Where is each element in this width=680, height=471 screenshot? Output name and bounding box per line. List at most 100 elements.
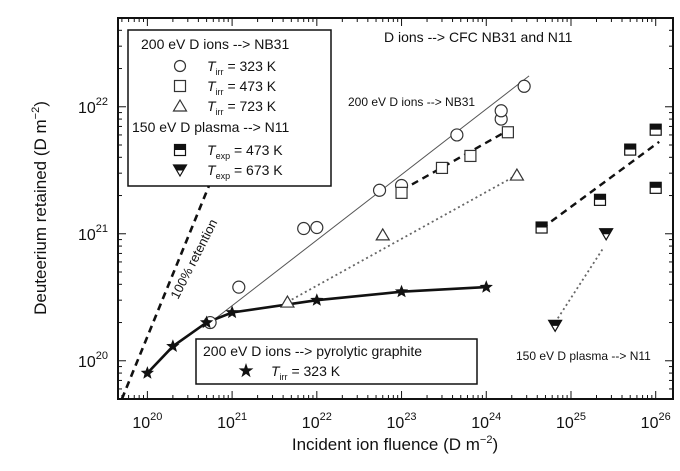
y-axis-label: Deuteerium retained (D m−2) xyxy=(30,101,50,315)
legend-bottom: 200 eV D ions --> pyrolytic graphite Tir… xyxy=(195,338,478,385)
y-tick-label-base: 10 xyxy=(78,354,96,371)
legend-marker-triangle xyxy=(172,98,188,112)
data-point-half-square xyxy=(593,193,607,206)
data-point-half-square xyxy=(649,181,662,194)
data-point-triangle-up xyxy=(375,227,391,241)
x-tick-label-base: 10 xyxy=(217,415,235,432)
legend-label-half-triangle: Texp = 673 K xyxy=(207,162,283,181)
legend-top-header-2: 150 eV D plasma --> N11 xyxy=(132,119,290,135)
legend-marker-square xyxy=(173,79,187,93)
data-point-square xyxy=(501,126,514,139)
legend-marker-half-triangle-fill xyxy=(173,165,187,171)
y-tick-label-exp: 22 xyxy=(96,96,108,108)
y-axis-label-end: ) xyxy=(31,101,50,107)
data-point-circle xyxy=(297,221,311,236)
data-point-half-triangle-down xyxy=(598,228,614,241)
legend-marker-half-square-fill xyxy=(174,144,186,150)
x-tick-label: 1026 xyxy=(641,411,671,432)
data-point-half-square xyxy=(535,221,548,234)
legend-item-half-square: Texp = 473 K xyxy=(173,142,283,161)
x-tick-label-exp: 20 xyxy=(150,411,162,423)
legend-label-half-square: Texp = 473 K xyxy=(207,142,283,161)
legend-top-box xyxy=(127,29,332,187)
data-point-half-square xyxy=(649,123,662,136)
x-tick-label: 1025 xyxy=(556,411,586,432)
x-tick-label-exp: 22 xyxy=(320,411,332,423)
x-axis-label-text: Incident ion fluence (D m xyxy=(292,435,480,454)
data-point-half-square-fill xyxy=(536,222,548,228)
y-axis-label-text: Deuteerium retained (D m xyxy=(31,119,50,315)
data-point-half-square-fill xyxy=(594,194,606,200)
y-tick-label: 1021 xyxy=(78,223,108,244)
x-tick-label-base: 10 xyxy=(641,415,659,432)
data-point-half-square-fill xyxy=(650,182,662,188)
legend-top: 200 eV D ions --> NB31 150 eV D plasma -… xyxy=(127,29,332,187)
legend-item-triangle: Tirr = 723 K xyxy=(172,98,277,117)
legend-label-circle: Tirr = 323 K xyxy=(207,58,277,77)
data-point-circle xyxy=(372,183,387,197)
annotation-n11: 150 eV D plasma --> N11 xyxy=(516,349,651,363)
x-tick-label: 1020 xyxy=(132,411,162,432)
x-tick-label: 1022 xyxy=(302,411,332,432)
data-point-star xyxy=(479,280,493,293)
data-point-square xyxy=(435,161,449,175)
data-point-half-square-fill xyxy=(650,124,662,130)
x-tick-label-exp: 24 xyxy=(489,411,501,423)
plot-frame xyxy=(117,17,674,400)
fit-line-nb31-723-k-fit xyxy=(286,174,518,303)
data-point-star xyxy=(225,305,239,319)
fit-line-nb31-473-k-fit xyxy=(400,129,509,192)
x-tick-label-exp: 23 xyxy=(404,411,416,423)
x-tick-label-base: 10 xyxy=(132,415,150,432)
legend-marker-star xyxy=(238,363,254,378)
y-tick-label: 1020 xyxy=(78,350,108,371)
legend-bottom-header: 200 eV D ions --> pyrolytic graphite xyxy=(203,343,422,359)
data-point-circle xyxy=(310,220,324,235)
x-tick-label: 1021 xyxy=(217,411,247,432)
data-point-half-square-fill xyxy=(624,144,636,150)
data-point-circle xyxy=(232,280,246,294)
annotation-nb31: 200 eV D ions --> NB31 xyxy=(348,95,475,109)
legend-label-star: Tirr = 323 K xyxy=(271,363,341,382)
data-point-half-triangle-down xyxy=(547,319,563,333)
x-tick-label-base: 10 xyxy=(302,415,320,432)
y-tick-label-base: 10 xyxy=(78,100,96,117)
data-point-star xyxy=(199,315,214,329)
data-point-half-triangle-down-fill xyxy=(599,228,613,235)
fit-line-nb31-323-k-fit xyxy=(206,75,530,326)
x-tick-label-base: 10 xyxy=(471,415,489,432)
x-axis-label-end: ) xyxy=(492,435,498,454)
legend-label-square: Tirr = 473 K xyxy=(207,78,277,97)
data-point-half-square xyxy=(624,143,637,156)
data-point-half-triangle-down-fill xyxy=(548,320,562,326)
chart-title: D ions --> CFC NB31 and N11 xyxy=(384,29,573,45)
x-tick-label: 1023 xyxy=(387,411,417,432)
x-axis-label: Incident ion fluence (D m−2) xyxy=(292,434,498,454)
legend-label-triangle: Tirr = 723 K xyxy=(207,98,277,117)
legend-item-half-triangle: Texp = 673 K xyxy=(172,162,283,181)
legend-item-circle: Tirr = 323 K xyxy=(173,58,277,77)
y-tick-label-exp: 20 xyxy=(96,350,108,362)
legend-marker-circle xyxy=(173,59,187,73)
y-tick-label-exp: 21 xyxy=(96,223,108,235)
x-tick-label-exp: 26 xyxy=(658,411,670,423)
x-tick-label-base: 10 xyxy=(556,415,574,432)
x-tick-label-base: 10 xyxy=(387,415,405,432)
legend-bottom-box xyxy=(195,338,478,385)
y-axis-label-sup: −2 xyxy=(30,107,42,120)
data-point-circle xyxy=(494,104,508,118)
data-point-circle xyxy=(517,79,531,93)
data-point-star xyxy=(394,284,409,298)
data-point-circle xyxy=(450,128,464,142)
fit-line-n11-673-k-fit xyxy=(554,247,604,323)
y-tick-label-base: 10 xyxy=(78,227,96,244)
legend-item-square: Tirr = 473 K xyxy=(173,78,277,97)
x-axis-label-sup: −2 xyxy=(480,434,493,446)
y-tick-label: 1022 xyxy=(78,96,108,117)
annotation-100-retention: 100% retention xyxy=(167,217,220,302)
x-tick-label-exp: 25 xyxy=(574,411,586,423)
data-point-triangle-up xyxy=(279,294,295,308)
fit-line-n11-473-k-fit xyxy=(540,140,660,230)
